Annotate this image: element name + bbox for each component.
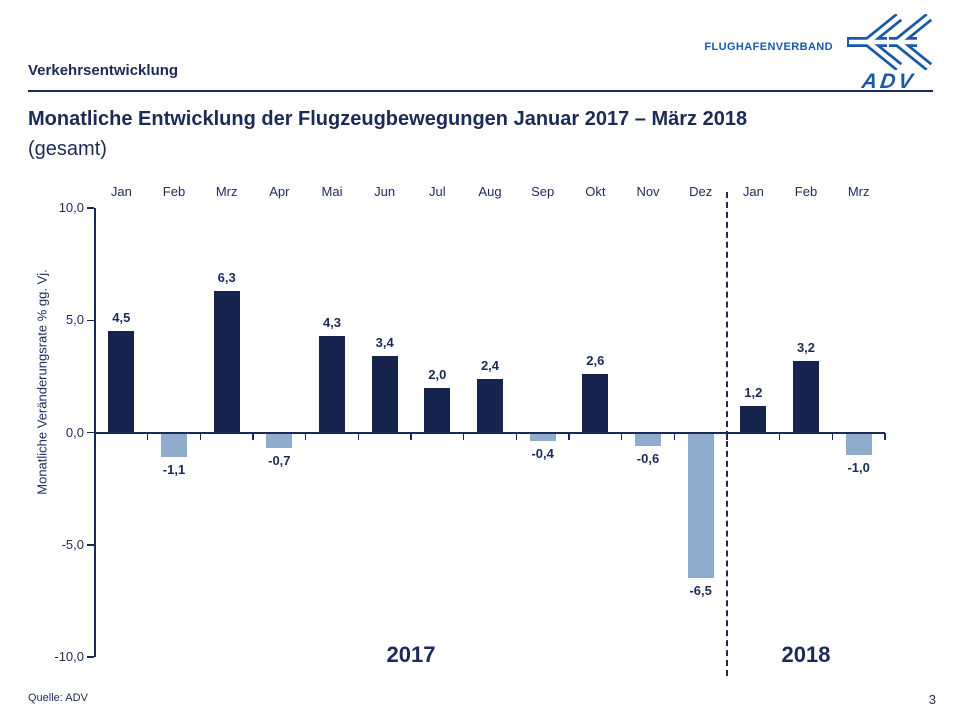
- chart: Monatliche Veränderungsrate % gg. Vj. 10…: [0, 180, 960, 680]
- month-label: Nov: [636, 184, 660, 199]
- month-label: Feb: [794, 184, 818, 199]
- month-label: Jul: [429, 184, 446, 199]
- y-tick-label: -5,0: [61, 536, 84, 552]
- y-axis-title: Monatliche Veränderungsrate % gg. Vj.: [34, 269, 50, 495]
- bar: [266, 432, 293, 449]
- bar: [845, 432, 872, 455]
- x-tick: [515, 432, 518, 440]
- adv-logo: FLUGHAFENVERBAND: [704, 14, 935, 94]
- bar: [687, 432, 714, 579]
- bar-value-label: 3,2: [796, 339, 816, 355]
- month-label: Mrz: [215, 184, 238, 199]
- header-rule: [28, 90, 933, 92]
- month-label: Jun: [374, 184, 396, 199]
- logo-mark: ADV: [843, 14, 935, 94]
- bar: [424, 387, 451, 433]
- y-tick: [87, 207, 94, 209]
- y-tick: [87, 544, 94, 546]
- x-tick: [199, 432, 202, 440]
- x-tick: [304, 432, 307, 440]
- bar: [213, 291, 240, 433]
- bar: [635, 432, 661, 446]
- section-title: Verkehrsentwicklung: [28, 62, 179, 79]
- bar: [161, 432, 187, 458]
- month-label: Apr: [269, 184, 290, 199]
- month-label: Sep: [531, 184, 555, 199]
- bar-value-label: -0,4: [531, 446, 554, 462]
- x-tick: [462, 432, 465, 440]
- bar: [793, 360, 819, 433]
- bar: [740, 405, 767, 433]
- month-label: Feb: [162, 184, 186, 199]
- bar-value-label: -0,7: [268, 453, 291, 469]
- x-tick: [410, 432, 412, 440]
- bar-value-label: -1,1: [162, 462, 186, 478]
- bar-value-label: -1,0: [847, 459, 870, 475]
- bar: [477, 378, 503, 433]
- year-label: 2017: [386, 642, 436, 667]
- month-label: Dez: [689, 184, 713, 199]
- year-separator-line: [726, 192, 728, 676]
- page-title-line2: (gesamt): [28, 138, 107, 160]
- bar: [529, 432, 556, 442]
- y-tick: [87, 656, 94, 658]
- y-tick: [87, 431, 94, 434]
- x-tick: [568, 432, 570, 440]
- x-tick: [252, 432, 254, 440]
- y-tick-label: -10,0: [54, 649, 84, 664]
- bar-value-label: 2,0: [428, 366, 447, 382]
- x-tick: [884, 432, 886, 440]
- month-label: Jan: [110, 184, 132, 199]
- x-tick: [831, 432, 834, 440]
- bar-value-label: 2,6: [586, 353, 605, 369]
- month-label: Okt: [585, 184, 606, 199]
- y-tick-label: 5,0: [65, 312, 84, 328]
- bar-value-label: -6,5: [689, 583, 712, 599]
- x-tick: [673, 432, 676, 440]
- bar: [371, 356, 398, 433]
- bar-value-label: 4,5: [112, 310, 131, 326]
- month-label: Aug: [478, 184, 502, 199]
- page-title: Monatliche Entwicklung der Flugzeugbeweg…: [28, 104, 747, 164]
- page-number: 3: [928, 692, 936, 707]
- bar-value-label: 3,4: [375, 335, 394, 351]
- month-label: Mrz: [847, 184, 870, 199]
- bar-value-label: 4,3: [322, 314, 342, 330]
- x-axis-line: [94, 431, 885, 434]
- logo-arrows-icon: [847, 14, 933, 70]
- page-title-line1: Monatliche Entwicklung der Flugzeugbeweg…: [28, 108, 748, 130]
- source-note: Quelle: ADV: [28, 692, 88, 704]
- month-label: Mai: [321, 184, 343, 199]
- bar: [108, 331, 135, 433]
- bar-value-label: 6,3: [217, 270, 236, 286]
- x-tick: [146, 432, 149, 440]
- bar-value-label: 1,2: [744, 384, 763, 400]
- bar: [582, 374, 609, 433]
- y-tick-label: 0,0: [65, 424, 84, 440]
- x-tick: [778, 432, 781, 440]
- year-label: 2018: [781, 642, 831, 667]
- y-tick-label: 10,0: [58, 200, 84, 215]
- month-label: Jan: [742, 184, 764, 199]
- x-tick: [357, 432, 360, 440]
- bar-value-label: 2,4: [480, 357, 500, 373]
- x-tick: [620, 432, 623, 440]
- bar: [319, 335, 345, 433]
- logo-wordmark: FLUGHAFENVERBAND: [704, 41, 833, 53]
- y-tick: [87, 319, 94, 321]
- bar-value-label: -0,6: [636, 450, 660, 466]
